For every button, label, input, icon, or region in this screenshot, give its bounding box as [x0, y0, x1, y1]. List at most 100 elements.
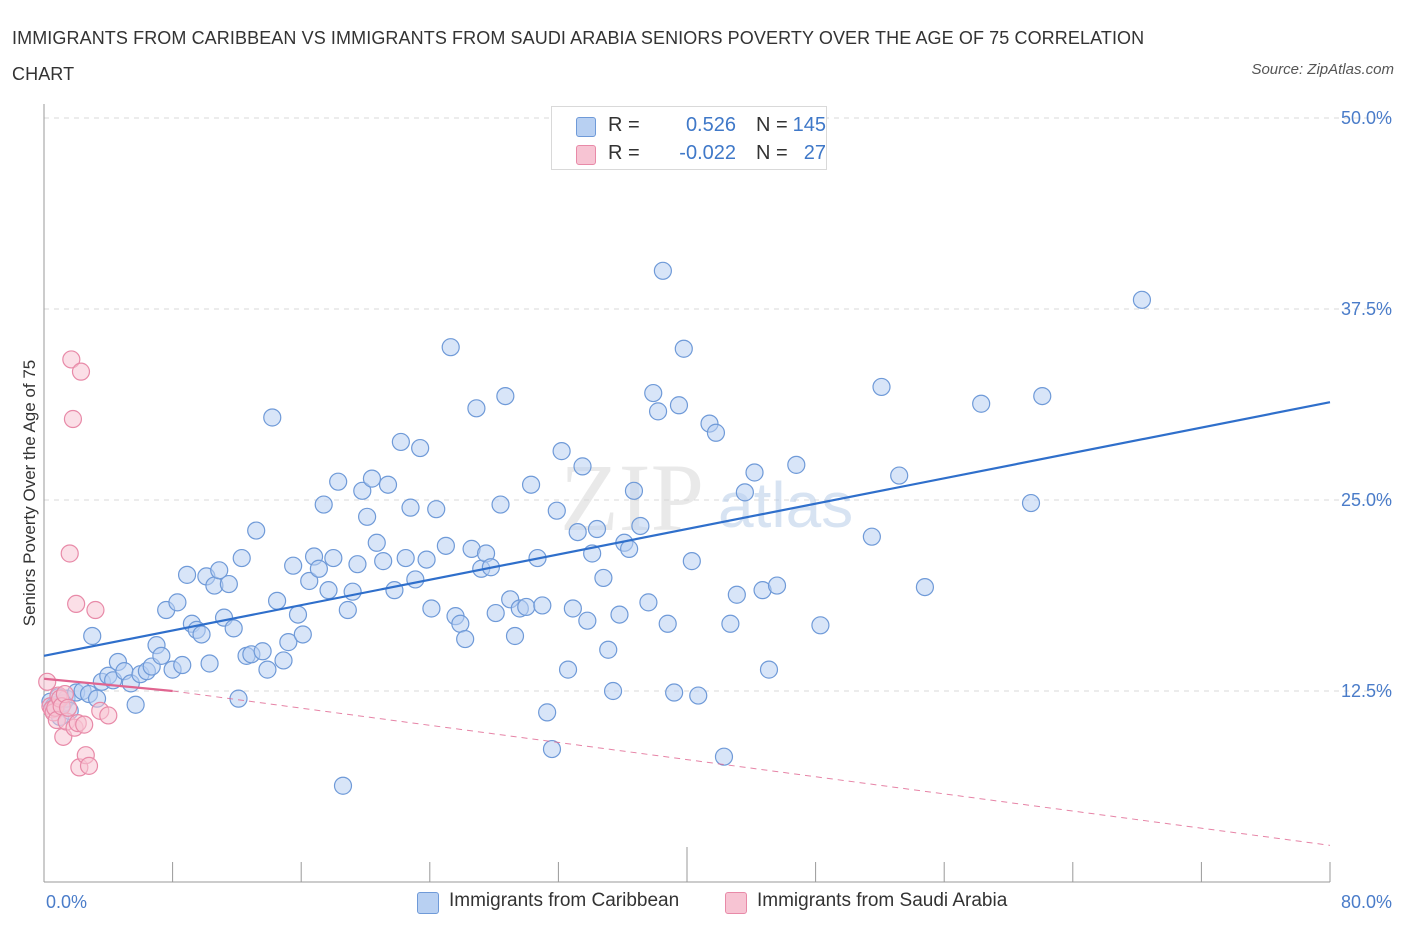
point-caribbean — [1021, 493, 1041, 513]
point-caribbean — [152, 646, 171, 665]
x-tick-label: 80.0% — [1341, 892, 1392, 912]
point-caribbean — [552, 442, 571, 461]
legend-n-label: N = — [756, 142, 788, 164]
y-tick-label: 50.0% — [1341, 108, 1392, 128]
point-caribbean — [367, 533, 386, 552]
series-swatch-caribbean — [417, 892, 439, 914]
point-caribbean — [689, 686, 708, 705]
point-caribbean — [411, 438, 430, 458]
point-caribbean — [253, 642, 272, 661]
point-caribbean — [374, 552, 393, 571]
point-caribbean — [441, 338, 460, 357]
legend-swatch-caribbean — [576, 117, 596, 137]
point-caribbean — [288, 605, 308, 624]
point-caribbean — [665, 683, 684, 702]
point-caribbean — [890, 466, 909, 485]
point-caribbean — [682, 552, 701, 571]
source-label: Source: ZipAtlas.com — [1251, 61, 1394, 78]
point-caribbean — [406, 570, 425, 589]
point-saudi-arabia — [63, 409, 83, 429]
point-caribbean — [610, 605, 629, 624]
point-caribbean — [319, 581, 338, 600]
point-caribbean — [467, 399, 486, 418]
series-label-saudi-arabia: Immigrants from Saudi Arabia — [757, 890, 1008, 911]
point-saudi-arabia — [59, 698, 78, 717]
point-caribbean — [177, 565, 197, 584]
point-caribbean — [279, 633, 298, 652]
points-layer — [38, 261, 1152, 795]
point-caribbean — [333, 776, 353, 795]
point-caribbean — [343, 582, 362, 601]
point-saudi-arabia — [86, 600, 105, 620]
point-caribbean — [329, 472, 348, 491]
point-caribbean — [200, 654, 219, 673]
point-caribbean — [192, 625, 211, 644]
point-caribbean — [263, 408, 282, 427]
series-legend: Immigrants from Caribbean Immigrants fro… — [0, 888, 1406, 916]
legend-swatch-saudi-arabia — [576, 145, 596, 165]
point-caribbean — [538, 703, 557, 722]
point-caribbean — [594, 568, 613, 588]
point-caribbean — [293, 625, 312, 644]
point-caribbean — [417, 550, 436, 569]
point-caribbean — [210, 561, 229, 580]
series-label-caribbean: Immigrants from Caribbean — [449, 890, 680, 911]
point-caribbean — [219, 574, 238, 594]
point-caribbean — [648, 402, 668, 421]
point-caribbean — [496, 386, 515, 406]
legend-n-label: N = — [756, 114, 788, 136]
point-caribbean — [232, 548, 251, 568]
point-caribbean — [669, 396, 689, 415]
point-saudi-arabia — [60, 544, 79, 563]
point-caribbean — [224, 619, 243, 638]
point-saudi-arabia — [67, 594, 86, 614]
point-caribbean — [422, 599, 441, 618]
point-caribbean — [811, 616, 830, 635]
point-saudi-arabia — [75, 715, 94, 734]
point-caribbean — [714, 747, 734, 766]
trendline-caribbean — [43, 401, 1331, 657]
point-caribbean — [324, 548, 343, 568]
point-caribbean — [396, 548, 415, 568]
point-caribbean — [631, 516, 650, 536]
point-caribbean — [644, 383, 663, 403]
chart-title: IMMIGRANTS FROM CARIBBEAN VS IMMIGRANTS … — [12, 28, 1145, 84]
correlation-legend: R = 0.526 N = 145 R = -0.022 N = 27 — [551, 106, 827, 170]
point-caribbean — [338, 600, 357, 620]
point-caribbean — [573, 457, 592, 476]
trendline-saudi-arabia — [43, 677, 173, 693]
point-caribbean — [599, 640, 618, 659]
point-caribbean — [587, 519, 607, 539]
point-caribbean — [247, 521, 266, 540]
point-caribbean — [658, 614, 677, 633]
point-caribbean — [456, 629, 475, 649]
point-saudi-arabia — [71, 362, 91, 381]
point-caribbean — [972, 394, 991, 413]
point-caribbean — [505, 626, 525, 646]
point-caribbean — [1033, 386, 1052, 406]
point-caribbean — [126, 695, 145, 714]
point-caribbean — [767, 576, 787, 595]
point-saudi-arabia — [99, 706, 118, 725]
point-caribbean — [653, 261, 672, 280]
point-caribbean — [624, 481, 644, 500]
point-caribbean — [745, 463, 764, 482]
point-caribbean — [451, 614, 470, 633]
point-caribbean — [173, 655, 192, 675]
point-caribbean — [578, 611, 597, 630]
point-caribbean — [787, 455, 806, 474]
point-caribbean — [353, 481, 372, 500]
point-caribbean — [491, 495, 510, 514]
x-tick-label: 0.0% — [46, 892, 87, 912]
point-caribbean — [542, 739, 562, 759]
point-caribbean — [168, 593, 187, 612]
point-caribbean — [862, 527, 881, 546]
point-caribbean — [427, 500, 446, 519]
point-caribbean — [759, 660, 779, 679]
point-caribbean — [358, 507, 377, 526]
legend-r-value: 0.526 — [685, 114, 736, 136]
point-caribbean — [436, 536, 455, 555]
point-caribbean — [735, 483, 754, 502]
point-caribbean — [309, 559, 328, 578]
